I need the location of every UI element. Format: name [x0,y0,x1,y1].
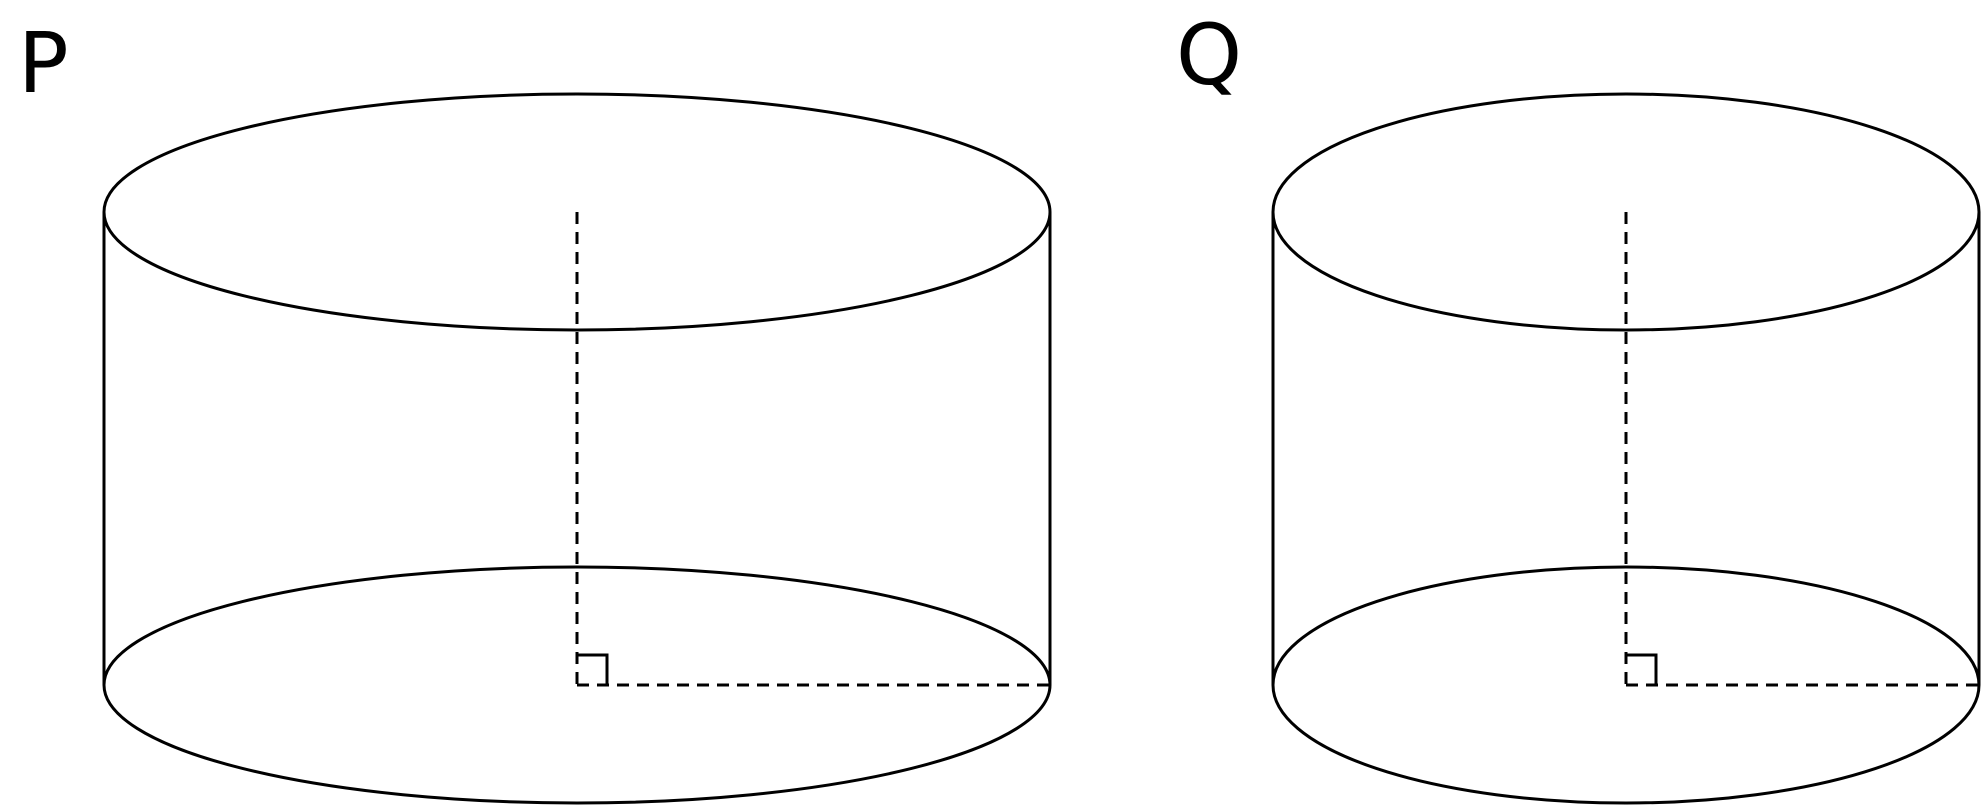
cylinder-p: P [18,14,1052,805]
cylinder-p-right-angle-mark [577,653,609,685]
cylinder-q-right-angle-mark [1626,653,1658,685]
cylinder-q: Q [1176,6,1981,805]
cylinder-p-label: P [18,14,69,112]
cylinder-q-label: Q [1176,6,1242,104]
